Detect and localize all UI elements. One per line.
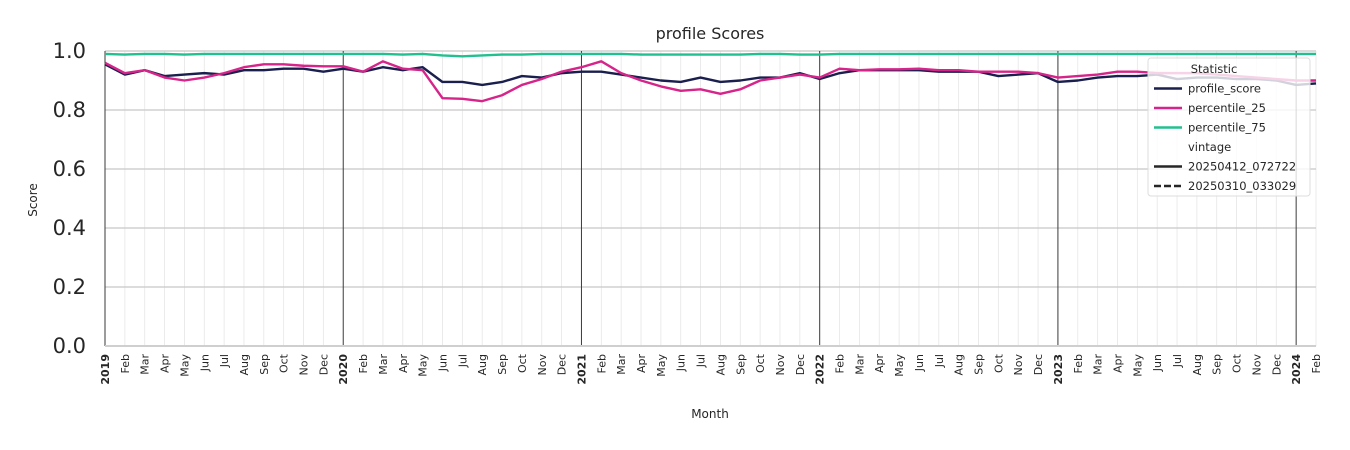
x-tick-label: Nov <box>1012 354 1025 376</box>
x-tick-label: May <box>417 354 430 377</box>
x-tick-label: Dec <box>794 354 807 375</box>
x-tick-label-year: 2021 <box>575 354 588 385</box>
x-tick-label: Aug <box>714 354 727 375</box>
x-tick-labels: 2019 Feb Mar Apr May Jun Jul Aug Sep Oct Nov Dec 202… <box>99 353 1323 384</box>
x-tick-label: Oct <box>992 353 1005 373</box>
x-tick-label: Apr <box>397 354 410 374</box>
x-tick-label-year: 2022 <box>814 354 827 385</box>
axes <box>104 51 1316 347</box>
x-tick-label: Dec <box>1270 354 1283 375</box>
x-tick-label: Oct <box>754 353 767 373</box>
x-tick-label: Sep <box>496 354 509 375</box>
x-tick-label: Jul <box>218 354 231 368</box>
x-tick-label: Dec <box>556 354 569 375</box>
x-tick-label: Jul <box>1171 354 1184 368</box>
x-tick-label: Jul <box>933 354 946 368</box>
x-tick-label: Nov <box>298 354 311 376</box>
y-tick-label: 1.0 <box>53 39 86 63</box>
chart-title: profile Scores <box>656 24 765 43</box>
x-tick-label: Apr <box>159 354 172 374</box>
year-separators <box>104 51 1297 346</box>
x-tick-label: Feb <box>1072 354 1085 373</box>
x-tick-label: Sep <box>1211 354 1224 375</box>
x-tick-label: Feb <box>119 354 132 373</box>
x-tick-label-year: 2023 <box>1052 354 1065 385</box>
legend-entry: 20250412_072722 <box>1188 160 1296 174</box>
x-tick-label: Jun <box>436 354 449 372</box>
x-tick-label: Jun <box>913 354 926 372</box>
y-axis-label: Score <box>26 183 40 217</box>
x-tick-label: Mar <box>853 354 866 375</box>
series-line-profile-score <box>104 63 1317 87</box>
x-tick-label-year: 2020 <box>337 354 350 385</box>
legend-entry: percentile_25 <box>1188 101 1266 115</box>
y-tick-labels: 0.0 0.2 0.4 0.6 0.8 1.0 <box>53 39 86 358</box>
x-tick-label: Nov <box>1250 354 1263 376</box>
x-tick-label: Mar <box>1092 354 1105 375</box>
x-tick-label: Feb <box>834 354 847 373</box>
x-tick-label: Oct <box>1231 353 1244 373</box>
grid <box>105 50 1317 347</box>
legend-box <box>1147 57 1311 197</box>
x-tick-label: Nov <box>774 354 787 376</box>
series-line-percentile-75 <box>104 52 1316 58</box>
x-tick-label-year: 2024 <box>1290 354 1303 385</box>
x-tick-label: Apr <box>1111 354 1124 374</box>
x-tick-label: Feb <box>357 354 370 373</box>
x-tick-label: Aug <box>238 354 251 375</box>
x-tick-label: Dec <box>1032 354 1045 375</box>
x-tick-label: May <box>178 354 191 377</box>
x-tick-label: Mar <box>377 354 390 375</box>
legend-subtitle: vintage <box>1188 140 1231 154</box>
x-tick-label: May <box>893 354 906 377</box>
legend: Statistic profile_score percentile_25perce… <box>1147 57 1311 197</box>
x-tick-label: Feb <box>1310 354 1323 373</box>
x-tick-label: Oct <box>516 353 529 373</box>
legend-entry: percentile_75 <box>1188 121 1266 135</box>
x-tick-label: Aug <box>1191 354 1204 375</box>
x-tick-label-year: 2019 <box>99 354 112 385</box>
x-tick-label: Sep <box>258 354 271 375</box>
y-tick-label: 0.6 <box>53 157 86 181</box>
x-tick-label: Apr <box>635 354 648 374</box>
y-tick-label: 0.2 <box>53 275 86 299</box>
x-tick-label: Mar <box>139 354 152 375</box>
y-tick-label: 0.4 <box>53 216 86 240</box>
y-tick-label: 0.8 <box>53 98 86 122</box>
x-tick-label: Jul <box>695 354 708 368</box>
y-tick-label: 0.0 <box>53 334 86 358</box>
series-lines <box>104 52 1317 103</box>
x-tick-label: Jun <box>1151 354 1164 372</box>
x-tick-label: Sep <box>973 354 986 375</box>
x-tick-label: Jun <box>675 354 688 372</box>
x-tick-label: May <box>1131 354 1144 377</box>
x-tick-label: Oct <box>278 353 291 373</box>
x-tick-label: May <box>655 354 668 377</box>
legend-entry: profile_score <box>1188 82 1261 96</box>
x-tick-label: Aug <box>953 354 966 375</box>
legend-title: Statistic <box>1191 62 1238 76</box>
x-tick-label: Apr <box>873 354 886 374</box>
x-tick-label: Mar <box>615 354 628 375</box>
series-line-percentile-25 <box>104 60 1316 103</box>
x-tick-label: Sep <box>734 354 747 375</box>
x-tick-label: Jun <box>198 354 211 372</box>
x-tick-label: Aug <box>476 354 489 375</box>
legend-entry: 20250310_033029 <box>1188 179 1296 193</box>
x-tick-label: Dec <box>317 354 330 375</box>
x-tick-label: Feb <box>595 354 608 373</box>
x-axis-label: Month <box>691 407 729 421</box>
x-tick-label: Nov <box>536 354 549 376</box>
x-tick-label: Jul <box>456 354 469 368</box>
